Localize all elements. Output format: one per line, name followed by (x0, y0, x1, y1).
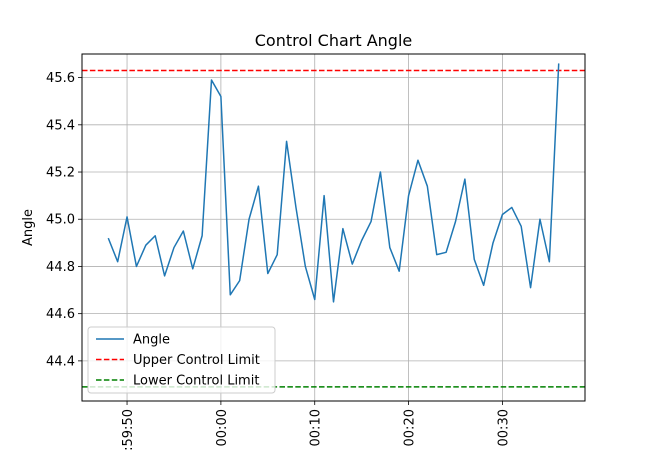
chart-title: Control Chart Angle (255, 31, 413, 50)
x-axis: 23:59:50 00:00 00:10 00:20 00:30 (121, 401, 511, 450)
y-tick-label: 45.0 (46, 213, 75, 228)
series-layer (107, 63, 560, 303)
legend: Angle Upper Control Limit Lower Control Li… (87, 326, 276, 394)
x-tick-label: 00:00 (215, 409, 230, 446)
x-tick-label: 00:20 (403, 409, 418, 446)
y-axis-title: Angle (21, 209, 36, 246)
legend-item-upper-control-limit-label: Upper Control Limit (133, 353, 260, 368)
y-tick-label: 45.2 (46, 166, 75, 181)
legend-item-angle-label: Angle (133, 333, 170, 348)
y-tick-label: 44.6 (46, 307, 75, 322)
legend-item-lower-control-limit-label: Lower Control Limit (133, 374, 259, 389)
plot-area-frame (81, 53, 586, 402)
y-tick-label: 45.6 (46, 71, 75, 86)
x-tick-label: 00:30 (496, 409, 511, 446)
y-tick-label: 44.8 (46, 260, 75, 275)
y-axis: 44.4 44.6 44.8 45.0 45.2 45.4 45.6 (46, 71, 82, 369)
legend-box (87, 326, 276, 394)
y-tick-label: 44.4 (46, 354, 75, 369)
y-tick-label: 45.4 (46, 118, 75, 133)
x-tick-label: 23:59:50 (121, 409, 136, 450)
x-tick-label: 00:10 (309, 409, 324, 446)
angle-series-line (107, 63, 560, 303)
